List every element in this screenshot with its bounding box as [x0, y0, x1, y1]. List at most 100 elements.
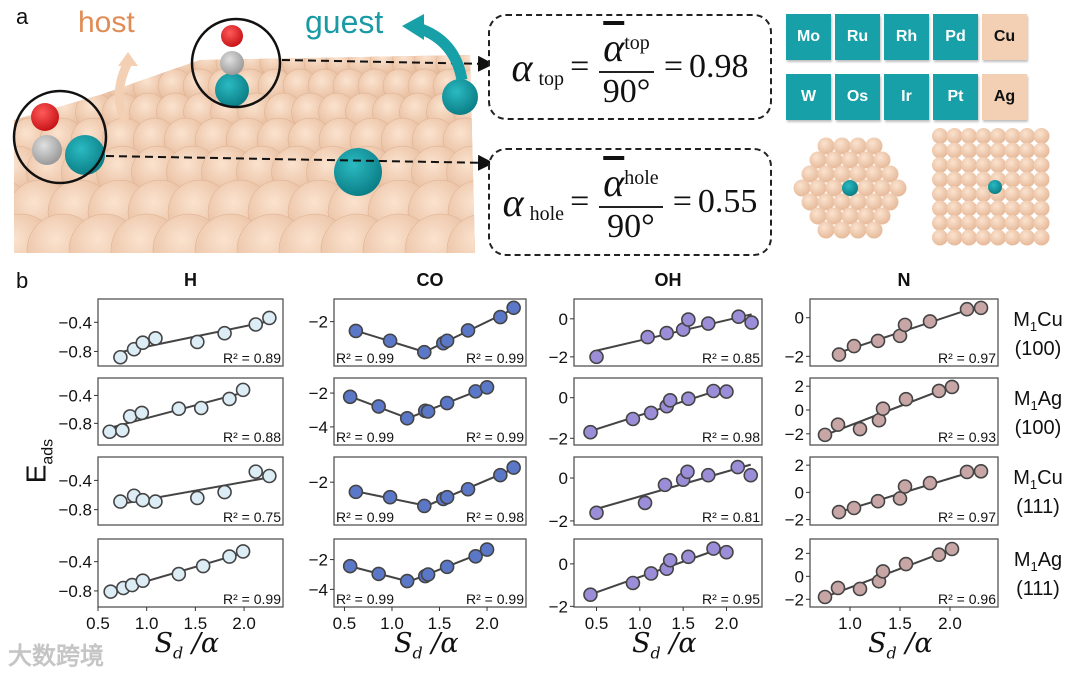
host-atom-100	[1033, 128, 1050, 144]
r-squared-label: R² = 0.98	[466, 509, 524, 525]
x-axis-label: Sd /α	[394, 628, 459, 662]
host-atom-100	[932, 157, 948, 173]
host-atom-100	[961, 157, 977, 173]
data-point	[103, 584, 118, 599]
plot-frame	[809, 377, 999, 446]
hole-site-highlight	[12, 89, 108, 185]
data-point	[898, 556, 914, 572]
data-point	[589, 505, 604, 521]
y-tick-label: −2	[785, 425, 804, 444]
host-atom-100	[1004, 215, 1021, 231]
y-tick-label: −4	[309, 580, 328, 599]
y-tick-label: −2	[785, 347, 804, 366]
r-squared-label: R² = 0.85	[702, 350, 760, 366]
r-squared-label: R² = 0.99	[336, 429, 394, 445]
xlabel-sub: d	[650, 643, 661, 663]
data-point	[399, 573, 415, 589]
host-atom-100	[946, 186, 963, 202]
data-point	[973, 463, 989, 479]
xlabel-tail: /α	[660, 628, 697, 659]
host-atom-100	[961, 142, 977, 159]
row-label-line1: M1Cu	[1002, 309, 1074, 338]
row-label-host: Ag	[1037, 549, 1063, 571]
panel-n-row1: 0 −2 R² = 0.97	[785, 298, 999, 367]
data-point	[897, 479, 913, 494]
data-point	[493, 309, 508, 325]
row-label-m: M	[1013, 387, 1031, 410]
data-point	[468, 548, 483, 564]
metal-tile-mo: Mo	[786, 14, 831, 60]
r-squared-label: R² = 0.81	[702, 509, 760, 525]
data-point	[681, 312, 696, 327]
data-point	[870, 333, 886, 349]
host-atom-111	[817, 165, 835, 183]
panel-co-row3: −2 R² = 0.99 R² = 0.98	[309, 456, 527, 526]
host-atom-100	[961, 171, 977, 188]
y-tick-label: −0.4	[58, 313, 92, 332]
data-point	[135, 573, 151, 588]
panel-co-row1: −2 R² = 0.99 R² = 0.99	[309, 298, 527, 367]
alpha-hole-value: 0.55	[697, 183, 758, 220]
r-squared-label: R² = 0.99	[336, 509, 394, 525]
alpha-hole-equation: α hole = α hole 90° = 0.55	[488, 148, 772, 256]
y-tick-label: 0	[795, 401, 804, 420]
watermark: 大数跨境	[8, 643, 104, 670]
host-atom-111	[873, 179, 891, 197]
row-label-m: M	[1013, 549, 1031, 571]
host-atom-100	[1033, 229, 1050, 246]
host-atom-100	[975, 186, 992, 202]
panel-h-row1: −0.4 −0.8 R² = 0.89	[58, 298, 284, 367]
data-point	[659, 325, 675, 341]
host-atom-100	[946, 142, 963, 159]
host-atom-111	[817, 221, 835, 239]
host-atom-111	[841, 151, 859, 169]
row-label-host: Cu	[1037, 308, 1063, 331]
data-point	[460, 323, 476, 338]
data-point	[420, 567, 436, 582]
host-atom-100	[975, 142, 992, 159]
y-tick-label: −2	[785, 590, 804, 609]
row-label-n: 1	[1030, 397, 1038, 413]
host-atom-111	[865, 221, 883, 239]
row-label: M1Cu (111)	[1002, 467, 1074, 518]
data-point	[922, 475, 938, 491]
data-point	[262, 310, 277, 326]
data-point	[371, 399, 386, 414]
host-atom-100	[946, 128, 963, 144]
r-squared-label: R² = 0.89	[223, 350, 281, 366]
data-point	[744, 315, 759, 330]
oxygen-atom-step	[31, 103, 59, 131]
plot-frame	[333, 456, 527, 526]
metal-tile-pd: Pd	[933, 14, 978, 60]
data-point	[134, 405, 150, 421]
y-tick-label: 0	[559, 310, 568, 329]
data-point	[643, 405, 659, 421]
host-atom-100	[1033, 200, 1050, 217]
host-atom-111	[833, 165, 851, 183]
data-point	[135, 335, 151, 350]
x-tick-label: 1.0	[628, 614, 652, 633]
x-tick-label: 2.0	[715, 614, 739, 633]
host-atom-100	[990, 128, 1006, 144]
y-tick-label: −2	[549, 512, 568, 531]
data-point	[190, 334, 205, 350]
data-point	[135, 492, 151, 508]
host-atom-111	[801, 193, 819, 211]
y-tick-label: −2	[549, 348, 568, 367]
guest-atom-edge	[442, 79, 478, 115]
host-atom-100	[961, 215, 977, 231]
host-atom-100	[1004, 171, 1021, 188]
equals-sign: =	[570, 48, 590, 85]
row-label-line1: M1Ag	[1002, 388, 1074, 417]
x-tick-label: 0.5	[585, 614, 609, 633]
host-atom-100	[1019, 157, 1035, 173]
y-tick-label: −0.8	[58, 414, 92, 433]
data-point	[235, 382, 251, 398]
x-tick-label: 1.5	[184, 614, 208, 633]
x-tick-label: 2.0	[938, 614, 962, 633]
r-squared-label: R² = 0.99	[223, 591, 281, 607]
data-point	[700, 316, 716, 331]
host-atom-100	[1004, 142, 1021, 159]
host-atom-100	[946, 171, 963, 188]
data-point	[625, 575, 641, 591]
